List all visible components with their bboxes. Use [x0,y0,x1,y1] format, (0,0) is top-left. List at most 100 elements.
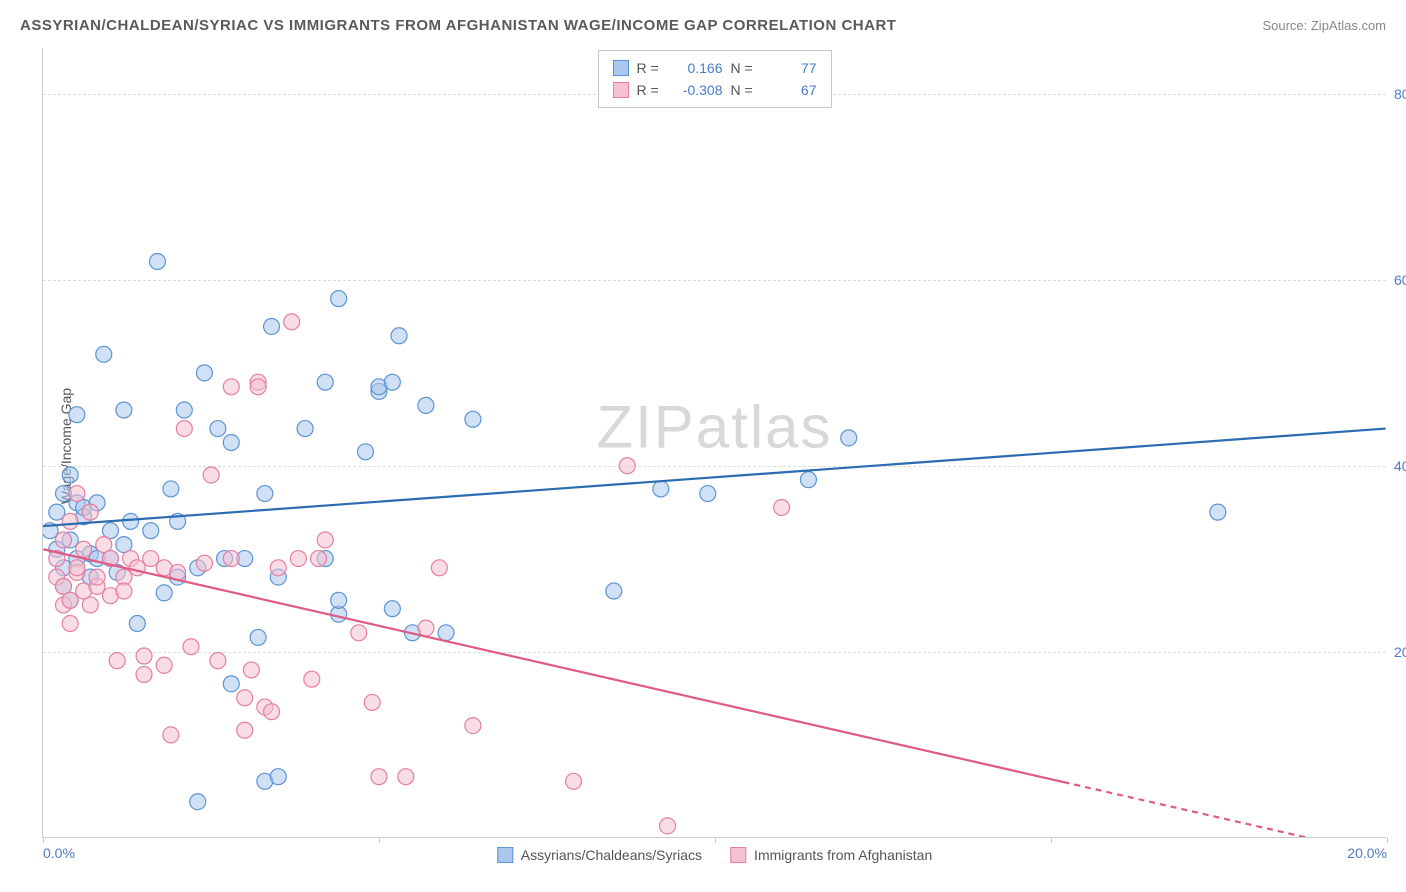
data-point [351,625,367,641]
swatch-bottom-2 [730,847,746,863]
data-point [317,374,333,390]
y-tick-label: 80.0% [1394,86,1406,102]
x-tick-label: 20.0% [1347,845,1387,861]
data-point [566,773,582,789]
data-point [311,551,327,567]
data-point [384,601,400,617]
data-point [223,379,239,395]
trend-line [43,549,1063,782]
data-point [183,639,199,655]
data-point [109,653,125,669]
trend-line-dashed [1063,782,1385,837]
data-point [143,551,159,567]
x-tick-mark [1051,837,1052,843]
data-point [243,662,259,678]
data-point [264,704,280,720]
data-point [69,560,85,576]
x-tick-label: 0.0% [43,845,75,861]
y-tick-label: 60.0% [1394,272,1406,288]
data-point [331,592,347,608]
correlation-legend: R = 0.166 N = 77 R = -0.308 N = 67 [598,50,832,108]
data-point [358,444,374,460]
data-point [223,435,239,451]
data-point [841,430,857,446]
data-point [62,616,78,632]
data-point [364,694,380,710]
data-point [149,254,165,270]
series-legend: Assyrians/Chaldeans/Syriacs Immigrants f… [497,847,932,863]
data-point [431,560,447,576]
data-point [264,318,280,334]
x-tick-mark [43,837,44,843]
legend-item-1: Assyrians/Chaldeans/Syriacs [497,847,702,863]
data-point [176,402,192,418]
data-point [1210,504,1226,520]
data-point [465,411,481,427]
data-point [250,379,266,395]
data-point [371,769,387,785]
data-point [129,560,145,576]
data-point [163,727,179,743]
data-point [163,481,179,497]
data-point [69,407,85,423]
data-point [237,690,253,706]
data-point [774,499,790,515]
data-point [270,769,286,785]
data-point [116,402,132,418]
data-point [284,314,300,330]
data-point [143,523,159,539]
data-point [317,532,333,548]
data-point [176,421,192,437]
data-point [62,467,78,483]
data-point [196,555,212,571]
data-point [123,513,139,529]
data-point [82,504,98,520]
swatch-series-2 [613,82,629,98]
data-point [210,653,226,669]
data-point [76,541,92,557]
data-point [62,592,78,608]
legend-item-2: Immigrants from Afghanistan [730,847,932,863]
swatch-bottom-1 [497,847,513,863]
data-point [465,718,481,734]
data-point [257,486,273,502]
data-point [250,629,266,645]
data-point [304,671,320,687]
data-point [190,794,206,810]
data-point [270,560,286,576]
scatter-svg [43,48,1386,837]
data-point [82,597,98,613]
data-point [136,648,152,664]
data-point [89,569,105,585]
chart-source: Source: ZipAtlas.com [1262,18,1386,33]
chart-title: ASSYRIAN/CHALDEAN/SYRIAC VS IMMIGRANTS F… [20,17,896,34]
data-point [660,818,676,834]
data-point [223,551,239,567]
swatch-series-1 [613,60,629,76]
legend-label-1: Assyrians/Chaldeans/Syriacs [521,847,702,863]
data-point [136,667,152,683]
data-point [210,421,226,437]
data-point [129,616,145,632]
data-point [156,585,172,601]
data-point [384,374,400,390]
data-point [653,481,669,497]
data-point [116,583,132,599]
chart-plot-area: ZIPatlas R = 0.166 N = 77 R = -0.308 N =… [42,48,1386,838]
data-point [331,291,347,307]
legend-label-2: Immigrants from Afghanistan [754,847,932,863]
data-point [800,472,816,488]
data-point [391,328,407,344]
data-point [223,676,239,692]
correlation-row-2: R = -0.308 N = 67 [613,79,817,101]
x-tick-mark [715,837,716,843]
data-point [700,486,716,502]
data-point [290,551,306,567]
data-point [55,532,71,548]
data-point [96,346,112,362]
correlation-row-1: R = 0.166 N = 77 [613,57,817,79]
data-point [297,421,313,437]
data-point [156,657,172,673]
data-point [619,458,635,474]
trend-line [43,429,1385,526]
